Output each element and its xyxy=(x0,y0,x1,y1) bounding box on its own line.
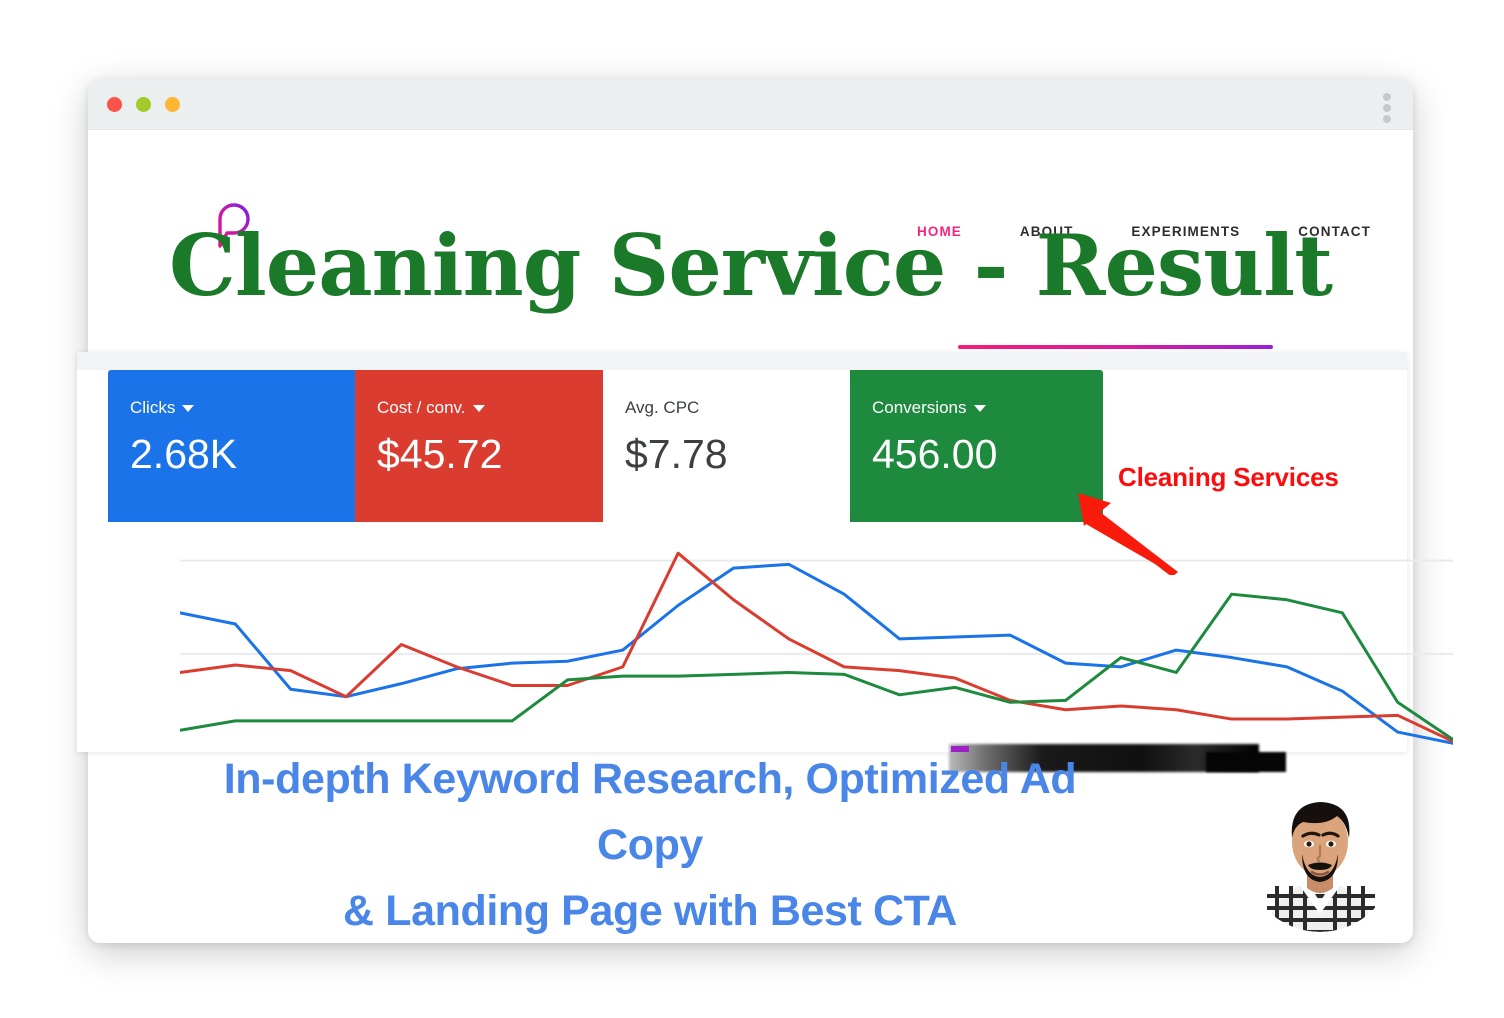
nav-item-about[interactable]: ABOUT xyxy=(1019,224,1074,239)
nav-item-home[interactable]: HOME xyxy=(917,224,962,239)
window-maximize-button[interactable] xyxy=(165,97,180,112)
scorecard-value: $7.78 xyxy=(625,431,728,477)
chart-series-conversions xyxy=(180,594,1453,739)
speech-bubble-p-logo[interactable] xyxy=(210,193,256,251)
scorecard-label: Avg. CPC xyxy=(625,398,850,418)
scorecard-label-text: Cost / conv. xyxy=(377,398,466,417)
kebab-dot xyxy=(1383,93,1391,101)
caption-line-3: & Landing Page with Best CTA xyxy=(343,887,957,935)
overlay-caption: In-depth Keyword Research, Optimized Ad … xyxy=(110,746,1190,944)
chevron-down-icon[interactable] xyxy=(973,404,986,412)
window-close-button[interactable] xyxy=(107,97,122,112)
main-navigation: HOME ABOUT EXPERIMENTS CONTACT xyxy=(917,224,1371,239)
scorecard-value: 456.00 xyxy=(872,431,998,477)
scorecard-row: Clicks 2.68K Cost / conv. $45.72 Avg. CP… xyxy=(108,370,1103,522)
scorecard-label-text: Clicks xyxy=(130,398,176,417)
callout-label-cleaning-services: Cleaning Services xyxy=(1118,462,1339,492)
caption-line-1: In-depth Keyword Research, Optimized Ad xyxy=(223,755,1077,803)
scorecard-clicks[interactable]: Clicks 2.68K xyxy=(108,370,355,522)
chevron-down-icon[interactable] xyxy=(472,404,485,412)
kebab-menu-icon[interactable] xyxy=(1383,93,1391,123)
scorecard-value: 2.68K xyxy=(130,431,238,477)
kebab-dot xyxy=(1383,115,1391,123)
scorecard-avg-cpc[interactable]: Avg. CPC $7.78 xyxy=(603,370,850,522)
scorecard-label: Cost / conv. xyxy=(377,398,603,418)
red-arrow-up-left-icon xyxy=(1078,493,1178,575)
chevron-down-icon[interactable] xyxy=(182,404,195,412)
nav-item-contact[interactable]: CONTACT xyxy=(1298,224,1371,239)
chart-series-clicks xyxy=(180,564,1453,743)
purple-accent-dash xyxy=(951,746,969,752)
window-minimize-button[interactable] xyxy=(136,97,151,112)
nav-item-experiments[interactable]: EXPERIMENTS xyxy=(1131,224,1241,239)
page-title: Cleaning Service - Result xyxy=(168,216,1333,315)
blurred-image-strip-secondary xyxy=(1206,752,1286,772)
browser-titlebar xyxy=(88,79,1413,130)
chart-series-cost-conv xyxy=(180,553,1453,741)
scorecard-label: Clicks xyxy=(130,398,355,418)
scorecard-label-text: Conversions xyxy=(872,398,967,417)
person-photo-avatar xyxy=(1245,782,1395,932)
kebab-dot xyxy=(1383,104,1391,112)
panel-top-strip xyxy=(77,352,1407,370)
scorecard-value: $45.72 xyxy=(377,431,503,477)
scorecard-label-text: Avg. CPC xyxy=(625,398,700,417)
scorecard-label: Conversions xyxy=(872,398,1103,418)
site-header: HOME ABOUT EXPERIMENTS CONTACT xyxy=(88,129,1413,248)
google-ads-overview-panel: Clicks 2.68K Cost / conv. $45.72 Avg. CP… xyxy=(77,352,1453,752)
title-underline-accent xyxy=(958,345,1273,349)
scorecard-conversions[interactable]: Conversions 456.00 xyxy=(850,370,1103,522)
scorecard-cost-per-conv[interactable]: Cost / conv. $45.72 xyxy=(355,370,603,522)
caption-line-2: Copy xyxy=(597,821,703,869)
performance-line-chart xyxy=(180,542,1453,747)
